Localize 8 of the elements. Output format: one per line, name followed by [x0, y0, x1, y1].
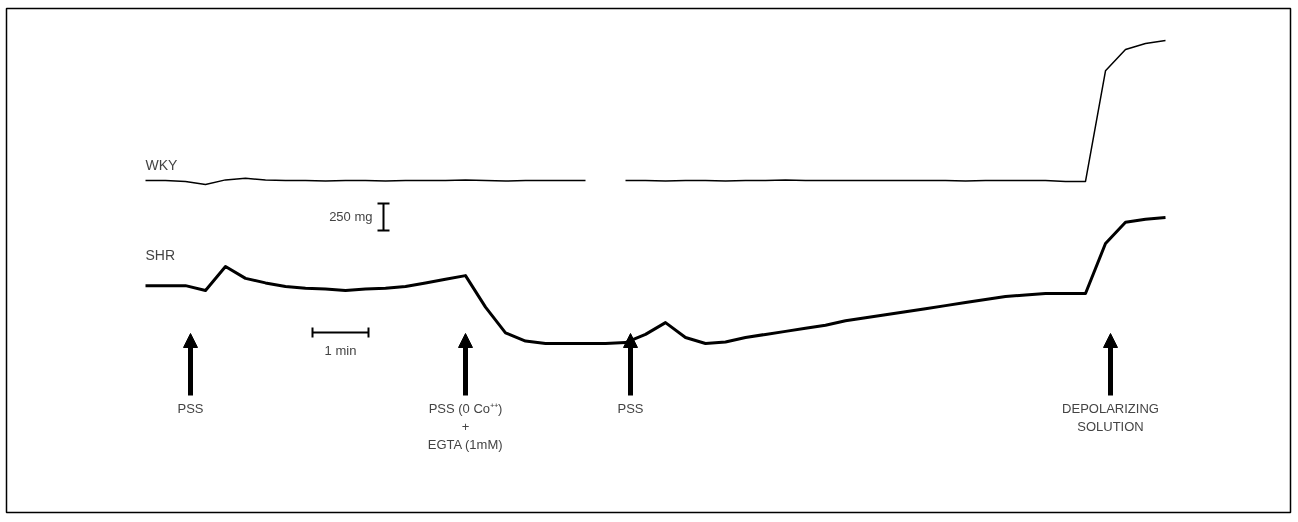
text: DEPOLARIZING SOLUTION — [1062, 400, 1159, 434]
series-label: WKY — [145, 156, 179, 173]
annotation: 250 mg — [329, 208, 373, 224]
series-label: SHR — [145, 246, 176, 263]
text: PSS — [617, 400, 644, 416]
text: PSS (0 Co⁺⁺) + EGTA (1mM) — [427, 400, 503, 452]
annotation: 1 min — [324, 342, 357, 358]
text: PSS — [177, 400, 204, 416]
